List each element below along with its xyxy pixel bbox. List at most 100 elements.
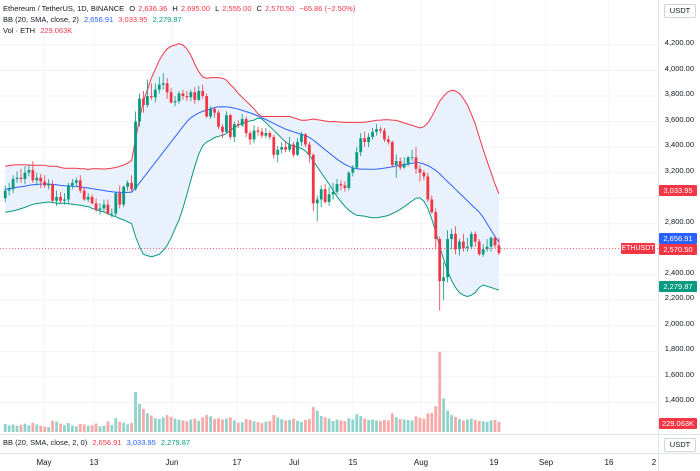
volume-bar: [205, 415, 209, 432]
time-tick: Jul: [288, 458, 300, 467]
candle-body: [146, 96, 149, 105]
volume-bar: [359, 415, 363, 432]
lower-currency-button[interactable]: USDT: [664, 438, 696, 452]
volume-bar: [284, 420, 288, 432]
volume-bar: [169, 416, 173, 432]
volume-bar: [446, 410, 449, 432]
candle-body: [82, 190, 86, 200]
volume-bar: [280, 419, 284, 432]
candle-body: [51, 184, 54, 201]
candle-body: [252, 130, 256, 140]
candle-body: [221, 126, 224, 132]
volume-bar: [173, 418, 177, 432]
volume-bar: [177, 419, 181, 432]
candle-body: [19, 177, 23, 180]
open-label: O: [129, 4, 136, 13]
volume-bar: [213, 419, 216, 432]
candle-body: [205, 96, 209, 117]
candle-body: [319, 189, 323, 200]
candle-body: [118, 193, 122, 205]
volume-bar: [228, 417, 232, 432]
candle-body: [59, 196, 62, 201]
bb-upper-value: 3,033.95: [118, 15, 148, 24]
candle-body: [363, 138, 367, 143]
candle-body: [422, 172, 426, 177]
volume-bar: [323, 417, 327, 432]
volume-bar: [414, 416, 418, 432]
bb-lower-line: [5, 117, 500, 298]
candle-body: [78, 180, 82, 191]
last-price-tag: 2,570.50: [659, 244, 697, 255]
currency-button[interactable]: USDT: [664, 4, 696, 18]
candle-body: [3, 190, 7, 199]
volume-bar: [118, 421, 122, 432]
volume-bar: [473, 419, 477, 432]
volume-bar: [51, 420, 54, 432]
volume-bar: [153, 418, 157, 432]
volume-bar: [98, 426, 102, 432]
bb-legend[interactable]: BB (20, SMA, close, 2) 2,656.91 3,033.95…: [3, 14, 185, 25]
candle-body: [371, 131, 374, 137]
volume-bar: [146, 413, 149, 432]
bb-fill: [5, 43, 499, 297]
candle-body: [300, 134, 303, 143]
volume-bar: [351, 419, 355, 432]
volume-bar: [102, 425, 106, 432]
candle-body: [217, 112, 220, 127]
volume-bar: [264, 421, 268, 432]
price-tick: 2,000.00: [664, 319, 694, 328]
volume-bar: [94, 423, 98, 432]
candle-body: [383, 130, 386, 140]
volume-bar: [47, 427, 51, 432]
volume-bar: [296, 420, 299, 432]
volume-legend-label: Vol · ETH: [3, 26, 36, 35]
volume-bar: [260, 423, 264, 432]
volume-bar: [240, 422, 244, 432]
candle-body: [35, 177, 39, 181]
lower-bb-label: BB (20, SMA, close, 2, 0): [3, 438, 88, 447]
candle-body: [39, 177, 43, 182]
close-label: C: [256, 4, 263, 13]
price-tick: 4,000.00: [664, 64, 694, 73]
candle-body: [256, 130, 260, 132]
volume-bar: [398, 419, 402, 432]
bb-middle-value: 2,656.91: [83, 15, 114, 24]
candle-body: [339, 184, 343, 186]
candle-body: [55, 196, 58, 201]
volume-bar: [11, 424, 15, 432]
volume-bar: [477, 420, 481, 432]
candle-body: [114, 193, 118, 214]
volume-bar: [130, 423, 133, 432]
volume-bar: [122, 422, 126, 432]
volume-bar: [386, 420, 390, 432]
volume-bar: [375, 420, 378, 432]
time-tick: 13: [89, 458, 99, 467]
bb-middle-price-tag: 2,656.91: [659, 233, 697, 244]
volume-bar: [74, 426, 78, 432]
candle-body: [11, 179, 15, 190]
volume-bar: [426, 413, 430, 432]
volume-bar: [27, 425, 31, 432]
candle-body: [138, 98, 141, 122]
candle-body: [248, 133, 252, 140]
volume-bar: [383, 419, 386, 432]
volume-bar: [39, 425, 43, 432]
candle-body: [386, 139, 390, 143]
volume-bar: [161, 417, 165, 432]
volume-bar: [252, 421, 256, 432]
bb-lower-value: 2,279.87: [152, 15, 182, 24]
time-tick: May: [36, 458, 52, 467]
volume-bar: [31, 422, 35, 432]
symbol-title[interactable]: Ethereum / TetherUS, 1D, BINANCE: [3, 4, 125, 13]
candle-body: [149, 96, 153, 98]
volume-bar: [379, 420, 382, 432]
volume-bar: [493, 419, 497, 432]
candle-body: [31, 170, 35, 181]
lower-pane-legend[interactable]: BB (20, SMA, close, 2, 0) 2,656.91 3,033…: [3, 437, 193, 448]
volume-legend[interactable]: Vol · ETH 229.063K: [3, 25, 75, 36]
volume-bar: [197, 420, 201, 432]
volume-bar: [489, 420, 493, 432]
candle-body: [390, 142, 394, 165]
